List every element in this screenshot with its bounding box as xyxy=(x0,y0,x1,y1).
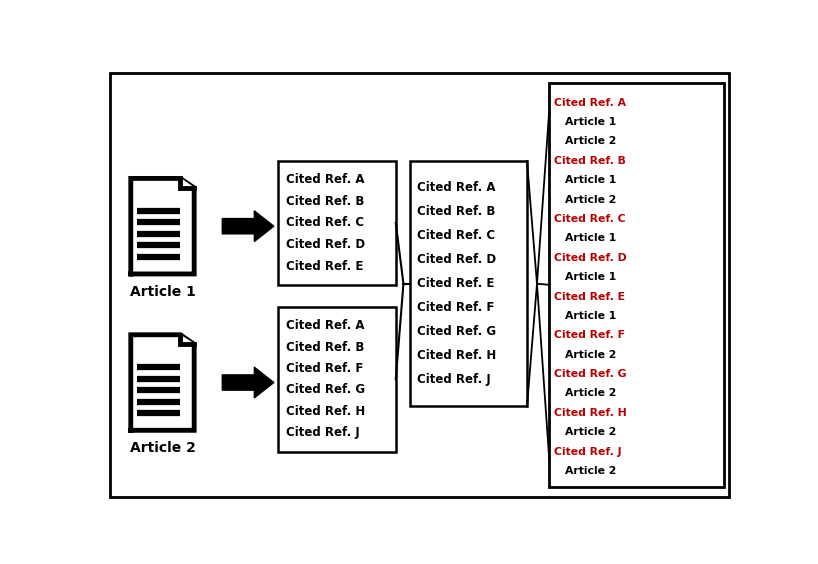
Polygon shape xyxy=(131,335,194,430)
Text: Cited Ref. G: Cited Ref. G xyxy=(286,384,365,396)
Text: Cited Ref. F: Cited Ref. F xyxy=(286,362,363,375)
Text: Article 2: Article 2 xyxy=(565,350,617,360)
Text: Article 2: Article 2 xyxy=(565,428,617,437)
Text: Cited Ref. J: Cited Ref. J xyxy=(286,426,360,439)
Text: Cited Ref. F: Cited Ref. F xyxy=(555,331,625,340)
Text: Article 2: Article 2 xyxy=(565,136,617,147)
Text: Cited Ref. B: Cited Ref. B xyxy=(555,156,626,166)
Text: Article 2: Article 2 xyxy=(565,195,617,205)
Text: Article 1: Article 1 xyxy=(565,272,616,282)
Text: Cited Ref. C: Cited Ref. C xyxy=(417,229,496,243)
FancyBboxPatch shape xyxy=(549,83,724,487)
Text: Cited Ref. C: Cited Ref. C xyxy=(286,217,364,230)
Text: Cited Ref. H: Cited Ref. H xyxy=(286,405,366,418)
Polygon shape xyxy=(180,335,194,344)
Text: Cited Ref. F: Cited Ref. F xyxy=(417,301,495,314)
Text: Article 1: Article 1 xyxy=(565,233,616,244)
Text: Article 1: Article 1 xyxy=(129,285,196,299)
Polygon shape xyxy=(131,178,194,274)
Text: Cited Ref. J: Cited Ref. J xyxy=(555,447,622,457)
Text: Article 1: Article 1 xyxy=(565,175,616,185)
Text: Cited Ref. E: Cited Ref. E xyxy=(555,292,625,302)
Text: Article 1: Article 1 xyxy=(565,117,616,127)
Text: Cited Ref. D: Cited Ref. D xyxy=(417,253,497,266)
Text: Cited Ref. H: Cited Ref. H xyxy=(417,349,497,362)
Text: Cited Ref. B: Cited Ref. B xyxy=(286,195,365,208)
Text: Article 1: Article 1 xyxy=(565,311,616,321)
Text: Cited Ref. G: Cited Ref. G xyxy=(555,369,627,379)
FancyBboxPatch shape xyxy=(410,161,527,407)
FancyBboxPatch shape xyxy=(278,307,396,452)
Text: Cited Ref. B: Cited Ref. B xyxy=(286,341,365,354)
FancyBboxPatch shape xyxy=(110,73,729,497)
Text: Cited Ref. B: Cited Ref. B xyxy=(417,205,496,218)
Text: Cited Ref. A: Cited Ref. A xyxy=(286,319,365,332)
Text: Cited Ref. A: Cited Ref. A xyxy=(555,98,627,108)
Text: Cited Ref. A: Cited Ref. A xyxy=(286,173,365,186)
Text: Cited Ref. J: Cited Ref. J xyxy=(417,373,491,386)
Text: Cited Ref. E: Cited Ref. E xyxy=(286,260,363,273)
Text: Cited Ref. D: Cited Ref. D xyxy=(286,238,365,251)
Text: Article 2: Article 2 xyxy=(565,466,617,476)
Text: Cited Ref. H: Cited Ref. H xyxy=(555,408,627,418)
Polygon shape xyxy=(180,178,194,188)
Text: Cited Ref. D: Cited Ref. D xyxy=(555,253,627,263)
FancyBboxPatch shape xyxy=(278,161,396,285)
Text: Article 2: Article 2 xyxy=(565,389,617,398)
Text: Article 2: Article 2 xyxy=(129,441,196,455)
Text: Cited Ref. E: Cited Ref. E xyxy=(417,277,495,290)
Text: Cited Ref. A: Cited Ref. A xyxy=(417,181,496,194)
Text: Cited Ref. C: Cited Ref. C xyxy=(555,214,626,224)
Text: Cited Ref. G: Cited Ref. G xyxy=(417,325,497,338)
